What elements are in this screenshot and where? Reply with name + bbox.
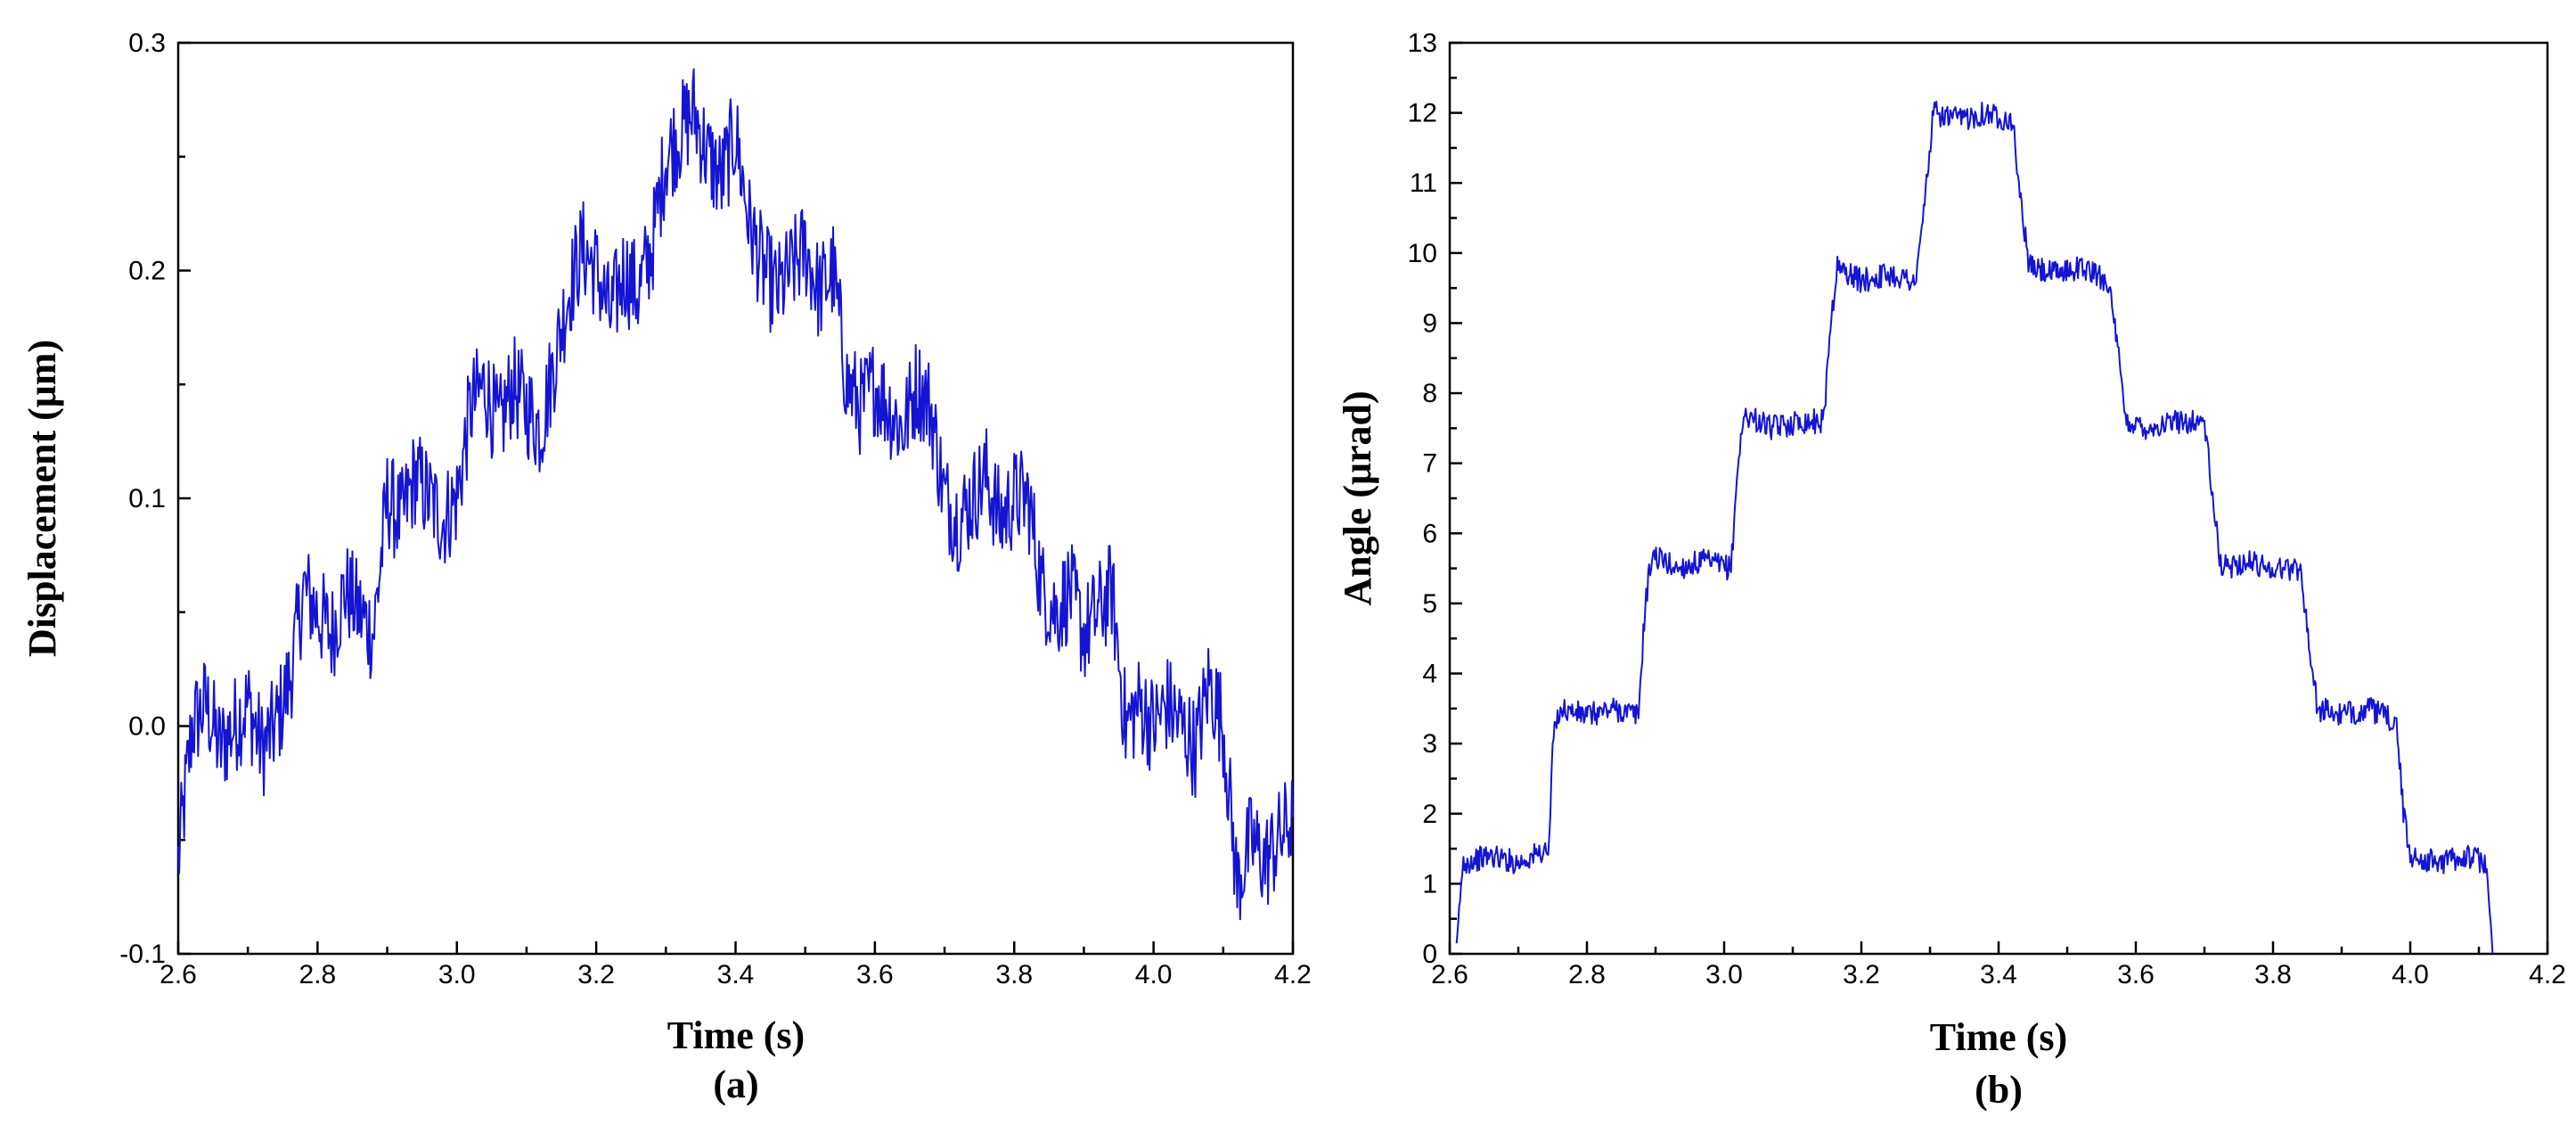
x-tick-label-a-4: 3.4 <box>717 960 755 989</box>
x-tick-label-b-5: 3.6 <box>2117 960 2155 989</box>
x-tick-label-b-2: 3.0 <box>1705 960 1743 989</box>
y-tick-label-b-0: 0 <box>1422 940 1437 969</box>
x-tick-label-a-3: 3.2 <box>577 960 615 989</box>
panel-label-a: (a) <box>713 1063 758 1106</box>
x-tick-label-a-0: 2.6 <box>159 960 197 989</box>
series-line-a <box>177 68 1294 921</box>
y-axis-title-a: Displacement (μm) <box>20 340 64 657</box>
x-tick-label-a-1: 2.8 <box>299 960 337 989</box>
y-tick-label-b-10: 10 <box>1408 239 1437 268</box>
y-tick-label-b-13: 13 <box>1408 29 1437 58</box>
y-tick-label-b-2: 2 <box>1422 800 1437 829</box>
y-tick-label-b-1: 1 <box>1422 869 1437 899</box>
y-tick-label-a-0: -0.1 <box>119 940 166 969</box>
panel-b: 2.6 2.8 3.0 3.2 3.4 3.6 3.8 4.0 4.2 012345678910… <box>1336 29 2566 1112</box>
y-tick-label-b-12: 12 <box>1408 99 1437 128</box>
x-tick-label-a-7: 4.0 <box>1135 960 1173 989</box>
y-tick-label-a-3: 0.2 <box>128 257 166 286</box>
y-tick-label-b-7: 7 <box>1422 449 1437 479</box>
y-ticks-a: -0.1 0.0 0.1 0.2 0.3 <box>119 29 191 969</box>
plot-frame-a <box>176 41 1295 956</box>
x-axis-title-a: Time (s) <box>667 1014 805 1057</box>
x-tick-label-a-8: 4.2 <box>1274 960 1312 989</box>
series-line-b <box>1455 101 2494 955</box>
y-tick-label-a-2: 0.1 <box>128 484 166 513</box>
x-tick-label-b-7: 4.0 <box>2392 960 2429 989</box>
x-tick-label-b-1: 2.8 <box>1568 960 1606 989</box>
x-tick-label-b-0: 2.6 <box>1431 960 1468 989</box>
x-ticks-b: 2.6 2.8 3.0 3.2 3.4 3.6 3.8 4.0 4.2 <box>1431 941 2566 989</box>
x-tick-label-b-6: 3.8 <box>2254 960 2292 989</box>
plot-frame-b <box>1448 41 2549 956</box>
x-axis-title-b: Time (s) <box>1930 1015 2067 1059</box>
y-tick-label-b-11: 11 <box>1410 168 1437 198</box>
y-tick-label-b-8: 8 <box>1422 379 1437 408</box>
y-axis-title-b: Angle (μrad) <box>1336 390 1379 605</box>
y-tick-label-b-3: 3 <box>1422 729 1437 759</box>
panel-a: 2.6 2.8 3.0 3.2 3.4 3.6 3.8 4.0 4.2 -0.1 0.0 0.1 0.… <box>20 29 1312 1106</box>
x-tick-label-b-8: 4.2 <box>2529 960 2566 989</box>
x-tick-label-b-3: 3.2 <box>1843 960 1880 989</box>
y-tick-label-a-4: 0.3 <box>128 29 166 58</box>
y-tick-label-b-5: 5 <box>1422 589 1437 619</box>
x-tick-label-b-4: 3.4 <box>1980 960 2017 989</box>
panel-label-b: (b) <box>1975 1068 2023 1112</box>
x-tick-label-a-6: 3.8 <box>995 960 1033 989</box>
x-tick-label-a-2: 3.0 <box>438 960 476 989</box>
y-tick-label-b-4: 4 <box>1422 660 1437 689</box>
y-tick-label-a-1: 0.0 <box>128 712 166 742</box>
y-tick-label-b-9: 9 <box>1422 308 1437 338</box>
x-tick-label-a-5: 3.6 <box>856 960 894 989</box>
y-tick-label-b-6: 6 <box>1422 519 1437 548</box>
x-ticks-a: 2.6 2.8 3.0 3.2 3.4 3.6 3.8 4.0 4.2 <box>159 941 1312 989</box>
